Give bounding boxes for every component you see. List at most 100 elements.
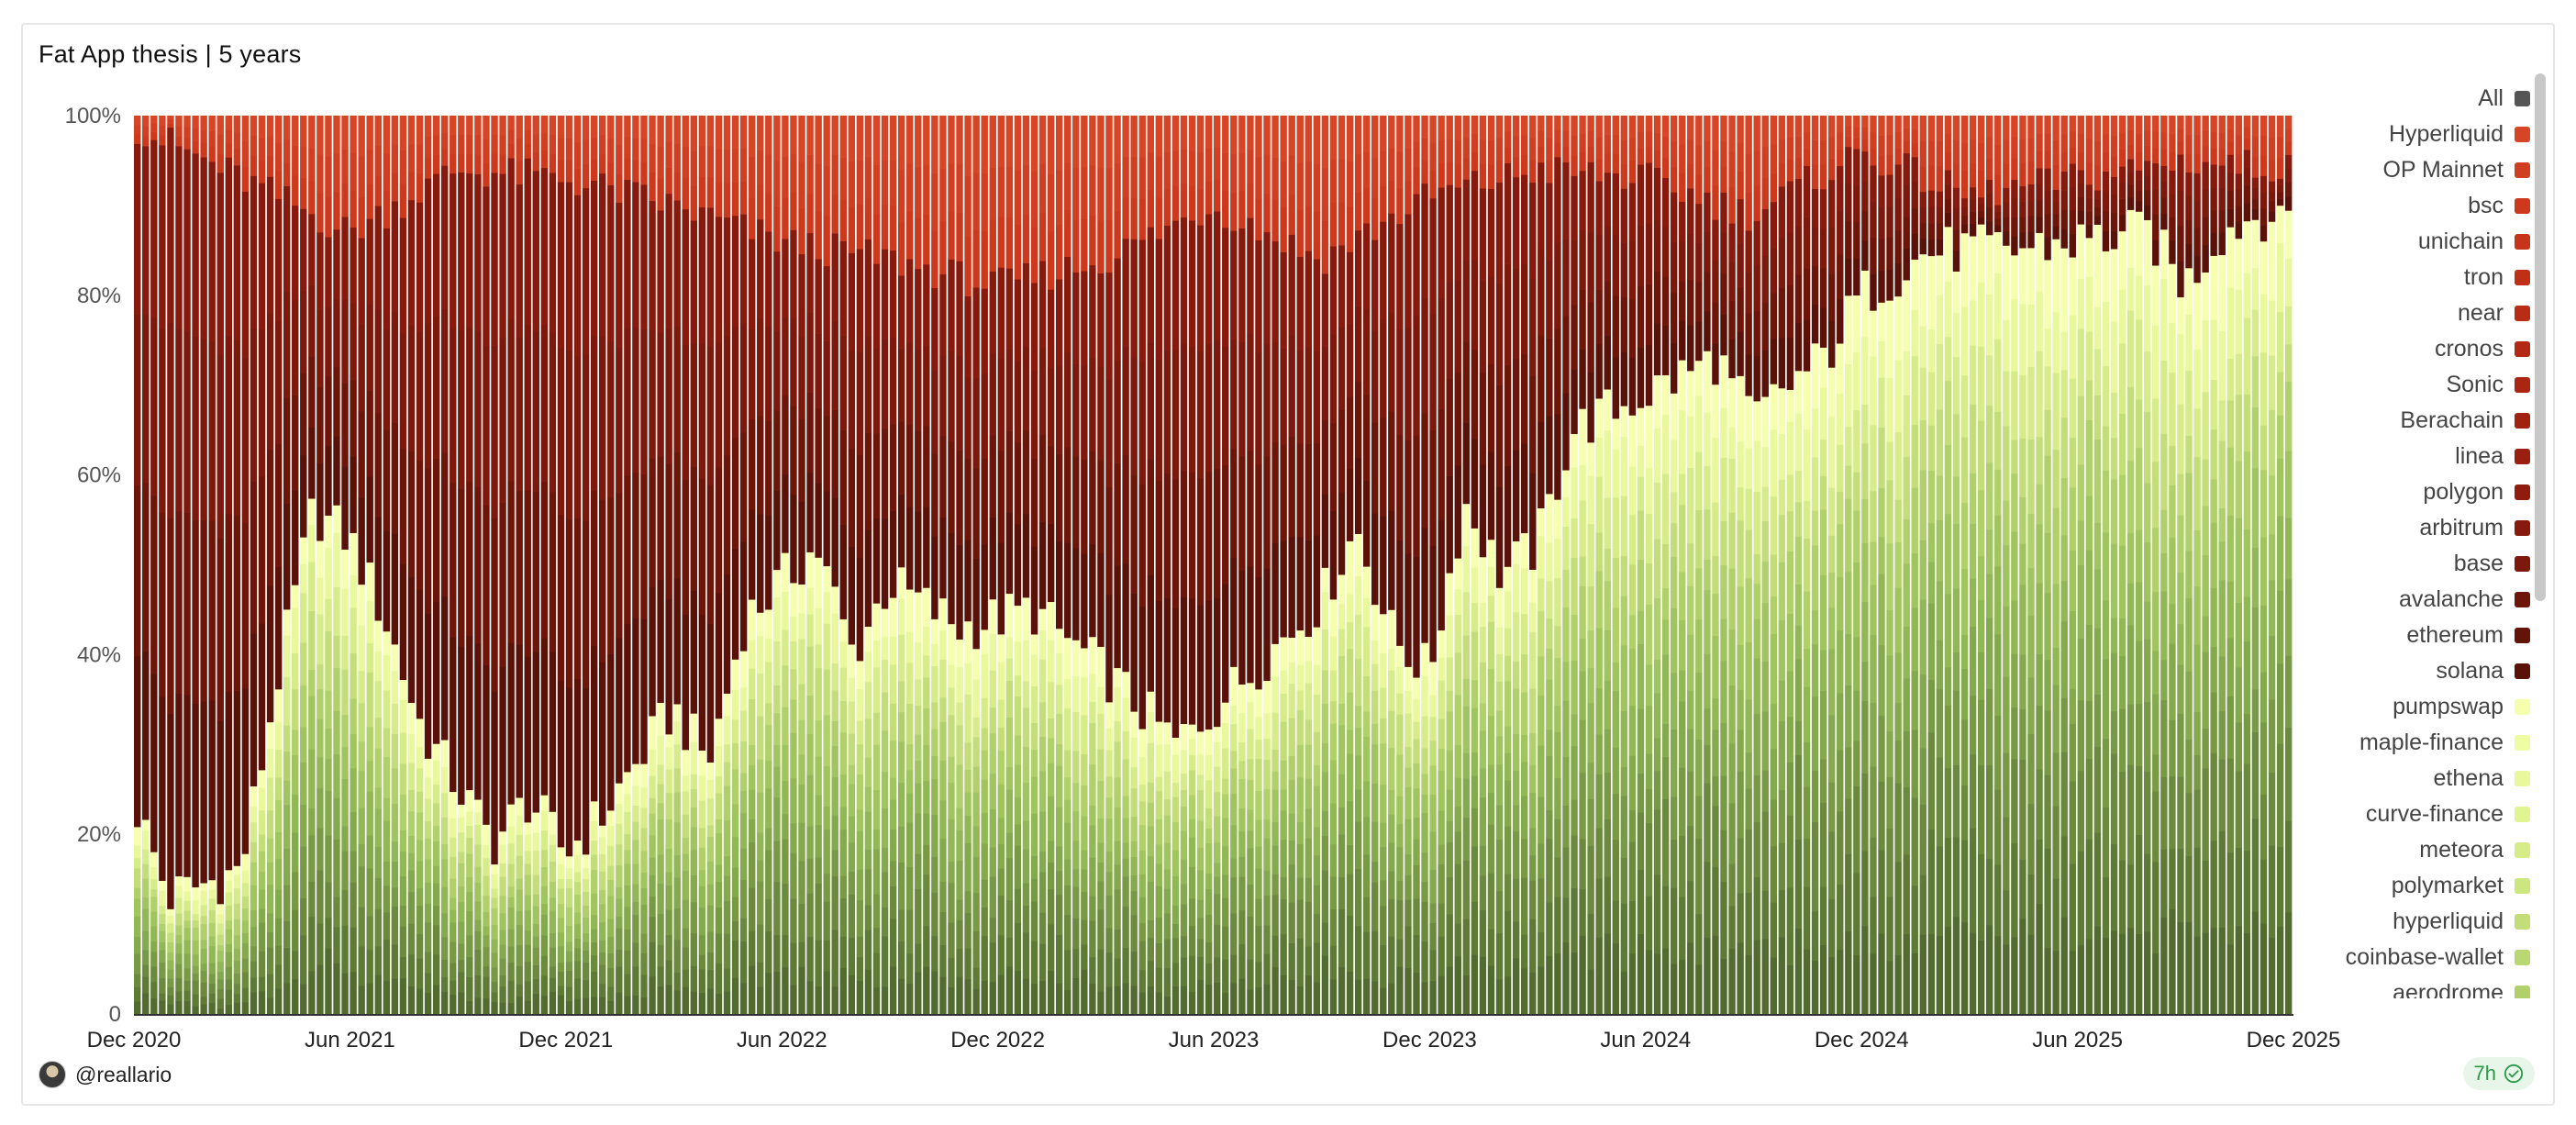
bar[interactable] [1628,116,1637,1015]
bar[interactable] [706,116,715,1015]
bar[interactable] [823,116,830,1015]
bar[interactable] [1362,116,1371,1015]
bar[interactable] [1321,116,1329,1015]
bar[interactable] [1612,116,1619,1015]
bar[interactable] [1870,116,1877,1015]
bar[interactable] [516,116,523,1015]
bar[interactable] [1770,116,1778,1015]
bar[interactable] [1745,116,1752,1015]
bar[interactable] [1487,116,1495,1015]
bar[interactable] [1604,116,1611,1015]
bar[interactable] [424,116,432,1015]
bar[interactable] [1105,116,1113,1015]
bar[interactable] [1786,116,1794,1015]
bar[interactable] [308,116,316,1015]
bar[interactable] [2177,116,2184,1015]
bar[interactable] [964,116,972,1015]
bar[interactable] [2036,116,2043,1015]
bar[interactable] [715,116,723,1015]
bar[interactable] [1803,116,1811,1015]
bar[interactable] [1147,116,1154,1015]
bar[interactable] [748,116,756,1015]
bar[interactable] [923,116,930,1015]
bar[interactable] [1005,116,1014,1015]
bar[interactable] [831,116,838,1015]
bar[interactable] [1097,116,1105,1015]
bar[interactable] [1637,116,1645,1015]
bar[interactable] [432,116,440,1015]
bar[interactable] [200,116,207,1015]
bar[interactable] [640,116,648,1015]
bar[interactable] [972,116,980,1015]
bar[interactable] [1878,116,1885,1015]
bar[interactable] [2110,116,2118,1015]
bar[interactable] [2202,116,2209,1015]
bar[interactable] [159,116,166,1015]
bar[interactable] [2152,116,2160,1015]
bar[interactable] [474,116,482,1015]
bar[interactable] [192,116,199,1015]
bar[interactable] [790,116,797,1015]
bar[interactable] [2060,116,2068,1015]
bar[interactable] [698,116,706,1015]
bar[interactable] [183,116,191,1015]
bar[interactable] [1438,116,1445,1015]
bar[interactable] [915,116,922,1015]
bar[interactable] [1214,116,1221,1015]
bar[interactable] [2169,116,2176,1015]
bar[interactable] [2160,116,2168,1015]
bar[interactable] [225,116,233,1015]
bar[interactable] [1072,116,1080,1015]
bar[interactable] [241,116,250,1015]
bar[interactable] [1986,116,1993,1015]
bar[interactable] [839,116,847,1015]
bar[interactable] [300,116,307,1015]
bar[interactable] [632,116,639,1015]
bar[interactable] [274,116,283,1015]
bar[interactable] [2003,116,2010,1015]
bar[interactable] [1819,116,1827,1015]
bar[interactable] [1280,116,1287,1015]
bar[interactable] [782,116,789,1015]
bar[interactable] [1354,116,1362,1015]
bar[interactable] [1089,116,1096,1015]
bar[interactable] [1030,116,1038,1015]
bar[interactable] [1171,116,1180,1015]
bar[interactable] [1811,116,1819,1015]
bar[interactable] [1255,116,1262,1015]
bar[interactable] [1554,116,1561,1015]
bar[interactable] [2085,116,2093,1015]
bar[interactable] [142,116,150,1015]
bar[interactable] [383,116,391,1015]
bar[interactable] [665,116,672,1015]
bar[interactable] [1562,116,1570,1015]
bar[interactable] [1903,116,1910,1015]
bar[interactable] [1977,116,1985,1015]
bar[interactable] [956,116,963,1015]
bar[interactable] [1421,116,1428,1015]
bar[interactable] [358,116,365,1015]
bar[interactable] [1305,116,1313,1015]
bar[interactable] [266,116,274,1015]
bar[interactable] [1529,116,1537,1015]
bar[interactable] [1122,116,1129,1015]
bar[interactable] [1936,116,1944,1015]
bar[interactable] [765,116,772,1015]
bar[interactable] [1827,116,1836,1015]
bar[interactable] [167,116,174,1015]
bar[interactable] [1595,116,1603,1015]
bar[interactable] [624,116,631,1015]
bar[interactable] [690,116,698,1015]
bar[interactable] [540,116,549,1015]
bar[interactable] [773,116,781,1015]
bar[interactable] [1238,116,1246,1015]
bar[interactable] [2144,116,2151,1015]
bar[interactable] [1571,116,1578,1015]
bar[interactable] [2027,116,2035,1015]
bar[interactable] [1396,116,1404,1015]
bar[interactable] [1969,116,1977,1015]
bar[interactable] [897,116,905,1015]
bar[interactable] [1919,116,1926,1015]
bar[interactable] [1138,116,1146,1015]
bar[interactable] [1645,116,1653,1015]
